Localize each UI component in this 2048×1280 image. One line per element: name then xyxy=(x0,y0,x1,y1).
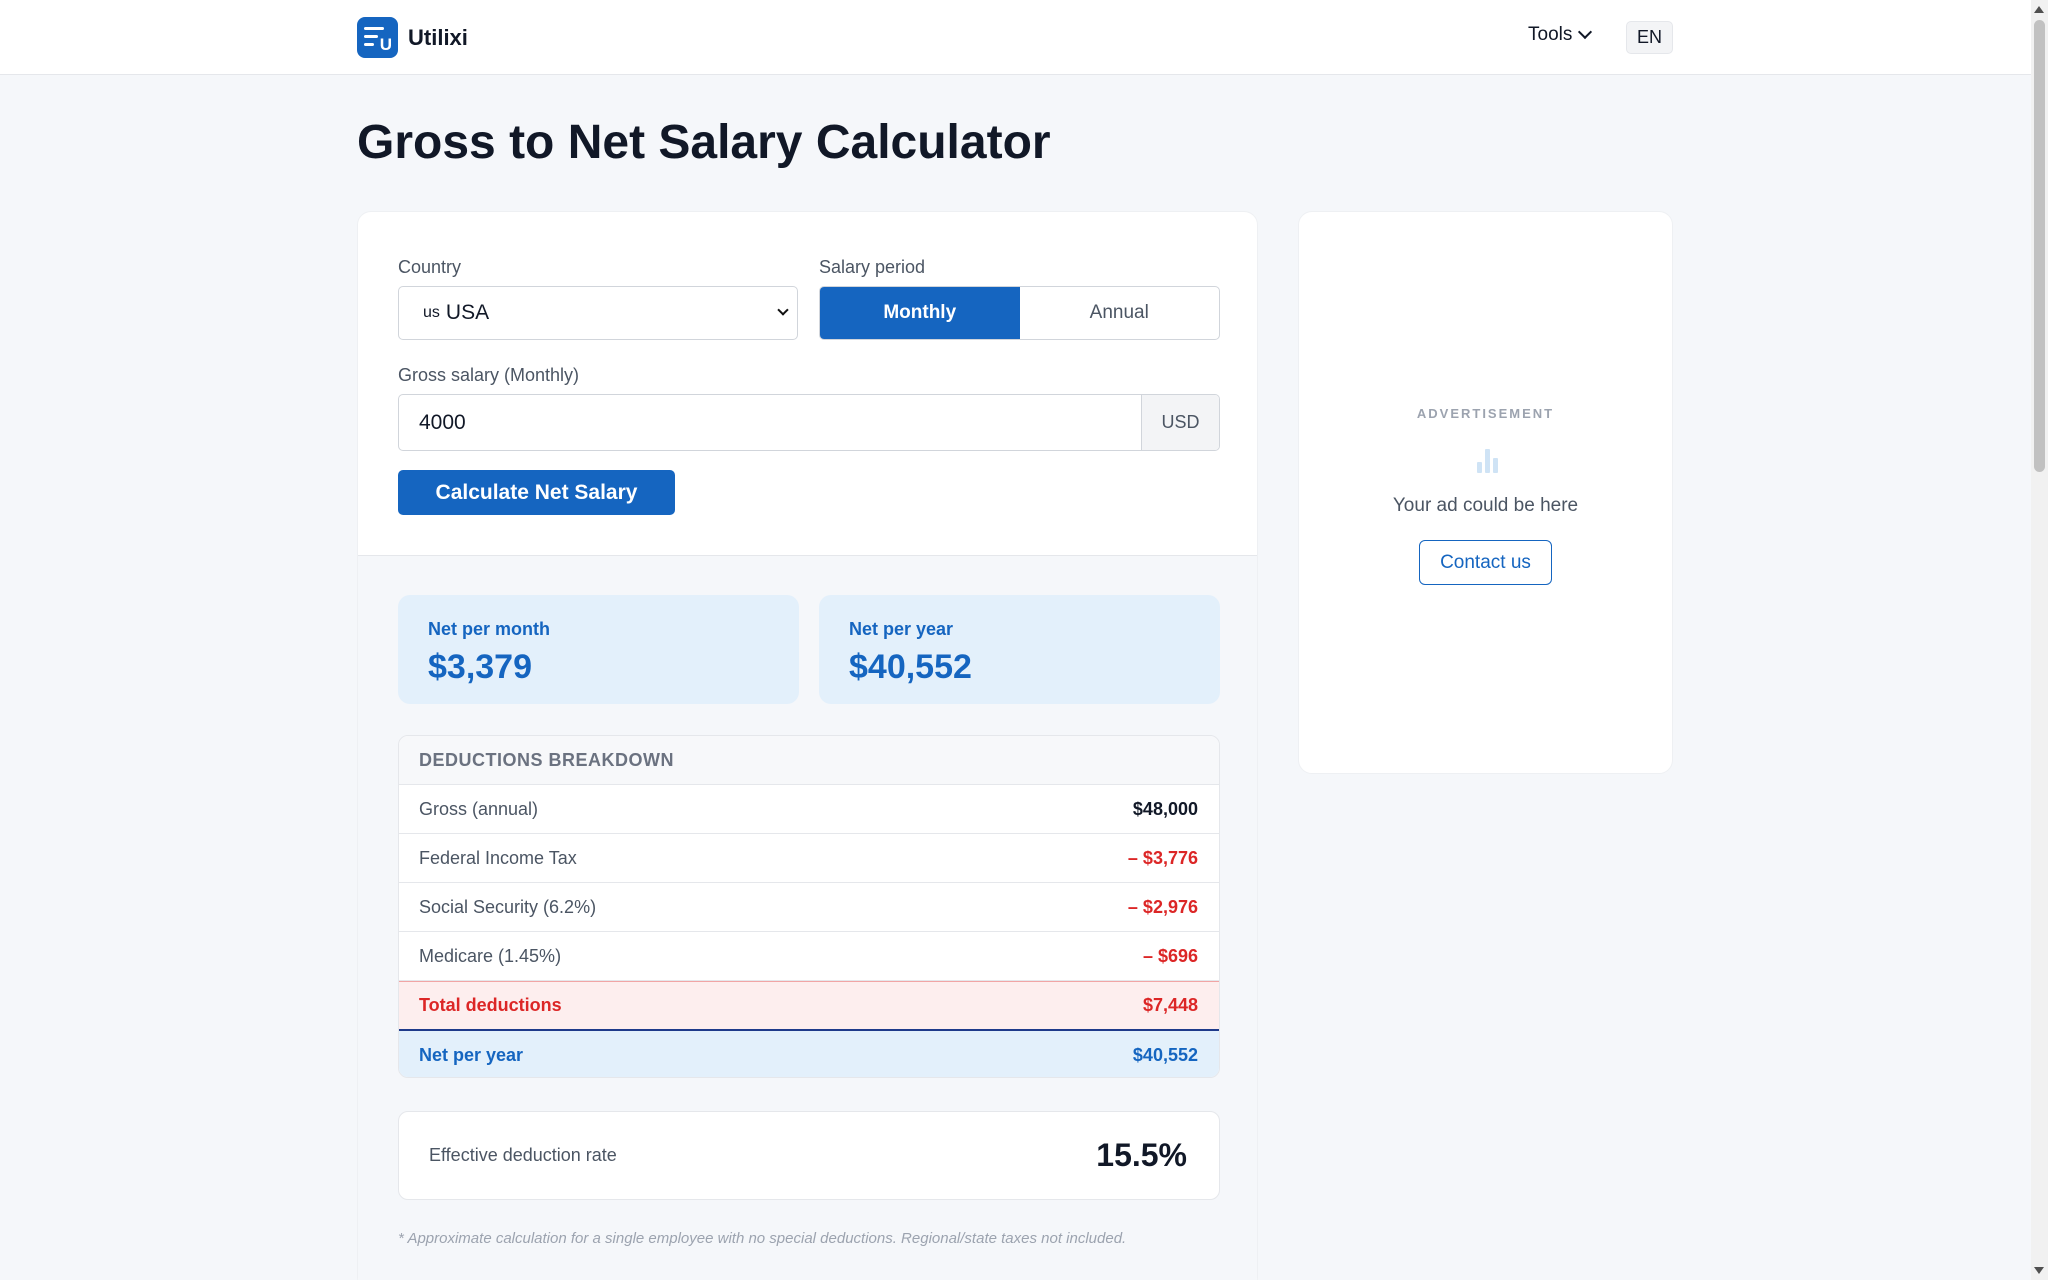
ad-label: ADVERTISEMENT xyxy=(1416,406,1555,421)
net-per-month-value: $3,379 xyxy=(428,648,532,686)
row-value: – $2,976 xyxy=(1127,896,1198,917)
effective-rate-value: 15.5% xyxy=(1096,1137,1187,1173)
country-value: USA xyxy=(445,301,490,324)
row-label: Federal Income Tax xyxy=(419,847,577,868)
table-row: Gross (annual) $48,000 xyxy=(399,785,1219,834)
total-deductions-row: Total deductions $7,448 xyxy=(399,981,1219,1031)
brand-logo-link[interactable]: U Utilixi xyxy=(357,17,468,58)
scrollbar-thumb[interactable] xyxy=(2034,20,2045,472)
page-scrollbar[interactable] xyxy=(2031,0,2048,1280)
period-monthly-button[interactable]: Monthly xyxy=(820,287,1020,339)
chevron-down-icon xyxy=(1578,24,1593,40)
net-per-year-value: $40,552 xyxy=(849,648,972,686)
top-nav: U Utilixi Tools EN xyxy=(0,0,2031,75)
period-annual-button[interactable]: Annual xyxy=(1089,302,1149,323)
bar-chart-icon xyxy=(1477,449,1499,473)
scroll-down-arrow-icon[interactable] xyxy=(2034,1267,2044,1274)
total-deductions-label: Total deductions xyxy=(419,995,562,1015)
gross-salary-field: 4000 USD xyxy=(398,394,1220,451)
tools-menu-button[interactable]: Tools xyxy=(1528,24,1593,46)
country-select[interactable]: us USA xyxy=(398,286,798,340)
net-per-year-label: Net per year xyxy=(849,619,954,639)
calculate-button[interactable]: Calculate Net Salary xyxy=(398,470,675,515)
row-value: – $3,776 xyxy=(1127,847,1198,868)
ad-text: Your ad could be here xyxy=(1392,495,1579,516)
country-label: Country xyxy=(398,257,462,277)
gross-salary-input[interactable]: 4000 xyxy=(419,410,466,434)
total-deductions-value: $7,448 xyxy=(1142,995,1198,1015)
gross-salary-label: Gross salary (Monthly) xyxy=(398,365,580,385)
row-value: $48,000 xyxy=(1132,798,1198,819)
disclaimer-note: * Approximate calculation for a single e… xyxy=(398,1230,1127,1247)
calculator-card: Country us USA Salary period Monthly Ann… xyxy=(357,211,1258,1280)
language-switch-button[interactable]: EN xyxy=(1626,21,1673,54)
row-label: Social Security (6.2%) xyxy=(419,896,597,917)
table-row: Social Security (6.2%) – $2,976 xyxy=(399,883,1219,932)
logo-icon: U xyxy=(357,17,398,58)
row-label: Medicare (1.45%) xyxy=(419,945,562,966)
advertisement-card: ADVERTISEMENT Your ad could be here Cont… xyxy=(1298,211,1673,774)
net-per-year-row: Net per year $40,552 xyxy=(399,1031,1219,1077)
row-value: – $696 xyxy=(1142,945,1198,966)
us-flag-icon: us xyxy=(423,304,440,321)
currency-addon: USD xyxy=(1141,395,1219,450)
net-per-month-card: Net per month $3,379 xyxy=(398,595,799,704)
scroll-up-arrow-icon[interactable] xyxy=(2034,6,2044,13)
effective-rate-label: Effective deduction rate xyxy=(429,1145,617,1165)
net-per-month-label: Net per month xyxy=(428,619,551,639)
contact-us-button[interactable]: Contact us xyxy=(1419,540,1552,585)
chevron-down-icon xyxy=(777,304,789,316)
tools-label: Tools xyxy=(1528,24,1573,45)
deductions-breakdown-table: DEDUCTIONS BREAKDOWN Gross (annual) $48,… xyxy=(398,735,1220,1078)
table-row: Medicare (1.45%) – $696 xyxy=(399,932,1219,981)
effective-rate-card: Effective deduction rate 15.5% xyxy=(398,1111,1220,1200)
table-row: Federal Income Tax – $3,776 xyxy=(399,834,1219,883)
page-title: Gross to Net Salary Calculator xyxy=(357,116,1051,169)
salary-period-toggle: Monthly Annual xyxy=(819,286,1220,340)
net-per-year-card: Net per year $40,552 xyxy=(819,595,1220,704)
row-label: Gross (annual) xyxy=(419,798,539,819)
salary-period-label: Salary period xyxy=(819,257,926,277)
breakdown-title: DEDUCTIONS BREAKDOWN xyxy=(399,736,1219,785)
net-row-label: Net per year xyxy=(419,1045,524,1065)
brand-name: Utilixi xyxy=(408,24,468,50)
net-row-value: $40,552 xyxy=(1132,1045,1198,1065)
